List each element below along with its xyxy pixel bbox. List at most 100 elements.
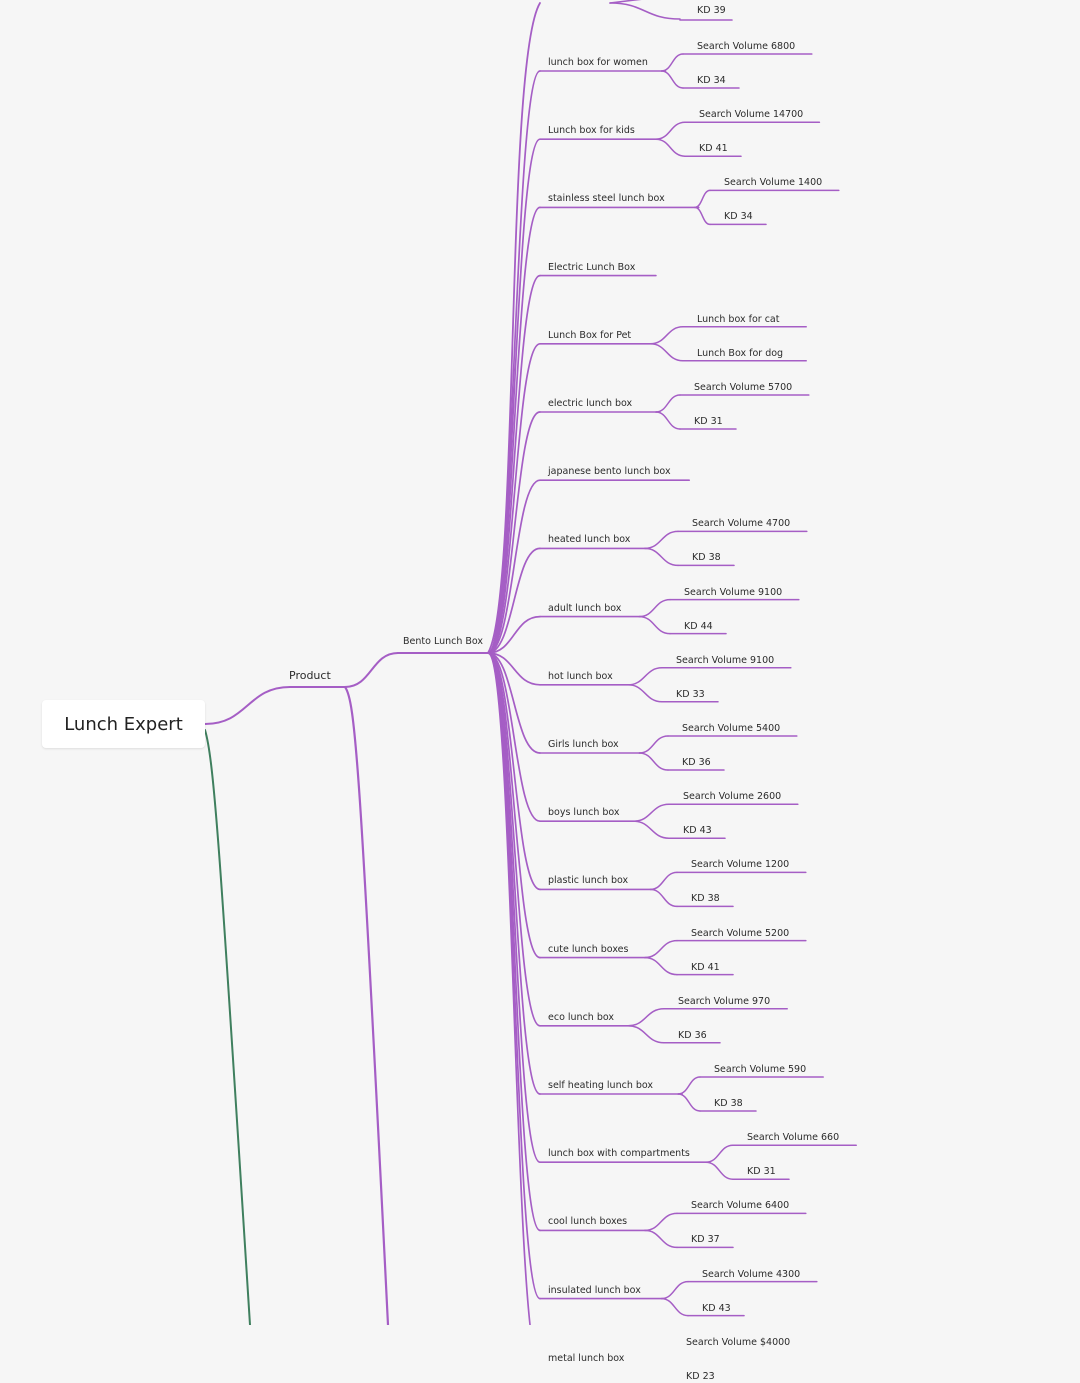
connector-child-bottom-1 — [655, 138, 686, 157]
child-node-top-18[interactable]: Search Volume 4300 — [702, 1268, 801, 1280]
connector-child-top-8 — [638, 598, 671, 618]
connector-child-top-11 — [632, 803, 670, 822]
connector-child-top-16 — [705, 1144, 734, 1163]
connector-child-top-2 — [694, 189, 711, 209]
keyword-node-16[interactable]: lunch box with compartments — [548, 1148, 690, 1160]
keyword-node-14[interactable]: eco lunch box — [548, 1011, 615, 1023]
child-node-bottom-12[interactable]: KD 38 — [691, 893, 720, 905]
child-node-bottom-5[interactable]: KD 31 — [694, 416, 723, 427]
keyword-node-4[interactable]: Lunch Box for Pet — [548, 329, 632, 341]
child-node-bottom-15[interactable]: KD 38 — [714, 1098, 743, 1109]
connector-child-bottom-15 — [677, 1093, 701, 1112]
connector-child-bottom-10 — [638, 752, 669, 771]
keyword-node-0[interactable]: lunch box for women — [548, 57, 648, 68]
child-node-top-5[interactable]: Search Volume 5700 — [694, 382, 793, 393]
connector-child-top-1 — [655, 121, 686, 140]
child-node-top-13[interactable]: Search Volume 5200 — [691, 927, 790, 939]
keyword-node-17[interactable]: cool lunch boxes — [548, 1216, 628, 1228]
connector-root-lower-branch — [204, 729, 251, 1325]
child-node-bottom-7[interactable]: KD 38 — [692, 552, 721, 564]
connector-child-top-9 — [627, 667, 663, 686]
connector-child-bottom-18 — [660, 1297, 689, 1317]
keyword-node-6[interactable]: japanese bento lunch box — [548, 466, 671, 478]
connector-top-search — [609, 0, 642, 4]
keyword-node-7[interactable]: heated lunch box — [548, 534, 631, 546]
child-node-top-4[interactable]: Lunch box for cat — [697, 313, 780, 325]
connector-child-bottom-9 — [627, 684, 663, 703]
keyword-node-3[interactable]: Electric Lunch Box — [548, 261, 636, 273]
connector-keyword-11 — [487, 652, 541, 823]
connector-child-top-12 — [649, 871, 678, 891]
connector-keyword-1 — [487, 138, 541, 654]
keyword-node-1[interactable]: Lunch box for kids — [548, 125, 635, 137]
child-node-top-17[interactable]: Search Volume 6400 — [691, 1200, 790, 1212]
child-node-top-0[interactable]: Search Volume 6800 — [697, 41, 796, 52]
keyword-node-5[interactable]: electric lunch box — [548, 398, 633, 409]
child-node-bottom-18[interactable]: KD 43 — [702, 1302, 731, 1314]
connector-keyword-12 — [487, 652, 541, 891]
connector-keyword-8 — [487, 615, 541, 654]
child-node-top-14[interactable]: Search Volume 970 — [678, 995, 771, 1007]
child-node-top-11[interactable]: Search Volume 2600 — [683, 791, 782, 803]
node-product[interactable]: Product — [289, 669, 331, 682]
keyword-node-12[interactable]: plastic lunch box — [548, 875, 629, 887]
child-node-bottom-2[interactable]: KD 34 — [724, 211, 753, 223]
connector-child-top-15 — [677, 1076, 701, 1095]
connector-keyword-16 — [487, 652, 541, 1164]
connector-child-bottom-7 — [644, 547, 679, 567]
child-node-bottom-10[interactable]: KD 36 — [682, 757, 711, 768]
child-node-top-7[interactable]: Search Volume 4700 — [692, 518, 791, 530]
child-node-top-12[interactable]: Search Volume 1200 — [691, 859, 790, 871]
child-node-top-15[interactable]: Search Volume 590 — [714, 1064, 807, 1075]
connector-keyword-7 — [487, 547, 541, 654]
keyword-node-18[interactable]: insulated lunch box — [548, 1284, 641, 1296]
child-node-bottom-1[interactable]: KD 41 — [699, 143, 728, 155]
child-node-bottom-19[interactable]: KD 23 — [686, 1370, 715, 1382]
connector-child-top-17 — [644, 1212, 678, 1232]
child-node-top-8[interactable]: Search Volume 9100 — [684, 586, 783, 598]
connector-child-bottom-12 — [649, 888, 678, 908]
connector-keyword-4 — [487, 342, 541, 654]
child-node-top-19[interactable]: Search Volume $4000 — [686, 1336, 791, 1348]
child-node-bottom-13[interactable]: KD 41 — [691, 961, 720, 973]
connector-child-bottom-11 — [632, 820, 670, 839]
child-node-top-2[interactable]: Search Volume 1400 — [724, 177, 823, 189]
keyword-node-13[interactable]: cute lunch boxes — [548, 943, 629, 955]
connector-child-bottom-14 — [627, 1025, 665, 1044]
node-bento-lunch-box[interactable]: Bento Lunch Box — [403, 636, 484, 647]
keyword-node-2[interactable]: stainless steel lunch box — [548, 193, 665, 205]
child-node-top-1[interactable]: Search Volume 14700 — [699, 109, 804, 121]
connector-child-bottom-5 — [655, 411, 681, 430]
keyword-node-8[interactable]: adult lunch box — [548, 602, 622, 614]
child-node-bottom-8[interactable]: KD 44 — [684, 620, 713, 632]
child-node-top-16[interactable]: Search Volume 660 — [747, 1132, 840, 1144]
connector-keyword-6 — [487, 479, 541, 654]
connector-child-bottom-16 — [705, 1161, 734, 1180]
child-node-bottom-11[interactable]: KD 43 — [683, 825, 712, 837]
root-node-lunch-expert[interactable]: Lunch Expert — [42, 700, 205, 748]
child-node-bottom-9[interactable]: KD 33 — [676, 688, 705, 700]
connector-keyword-5 — [487, 411, 541, 654]
connector-product-lower-branch — [343, 685, 390, 1325]
child-node-bottom-16[interactable]: KD 31 — [747, 1166, 776, 1178]
child-node-top-9[interactable]: Search Volume 9100 — [676, 654, 775, 666]
keyword-node-15[interactable]: self heating lunch box — [548, 1080, 654, 1091]
child-node-bottom-0[interactable]: KD 34 — [697, 75, 726, 86]
connector-child-top-4 — [649, 326, 684, 345]
connector-keyword-10 — [487, 652, 541, 754]
keyword-node-11[interactable]: boys lunch box — [548, 807, 620, 819]
connector-keyword-19 — [487, 652, 531, 1325]
child-node-bottom-14[interactable]: KD 36 — [678, 1029, 707, 1041]
child-node-top-10[interactable]: Search Volume 5400 — [682, 723, 781, 734]
child-node-bottom-17[interactable]: KD 37 — [691, 1234, 720, 1246]
child-node-bottom-4[interactable]: Lunch Box for dog — [697, 347, 784, 359]
keyword-node-10[interactable]: Girls lunch box — [548, 739, 619, 750]
connector-keyword-9 — [487, 652, 541, 686]
keyword-node-19[interactable]: metal lunch box — [548, 1352, 625, 1364]
connector-child-top-5 — [655, 394, 681, 413]
connector-product-bento — [344, 652, 399, 688]
connector-child-top-0 — [660, 53, 684, 72]
keyword-node-9[interactable]: hot lunch box — [548, 670, 613, 682]
connector-top-kd — [609, 2, 681, 20]
node-top-child-kd[interactable]: KD 39 — [697, 5, 726, 16]
